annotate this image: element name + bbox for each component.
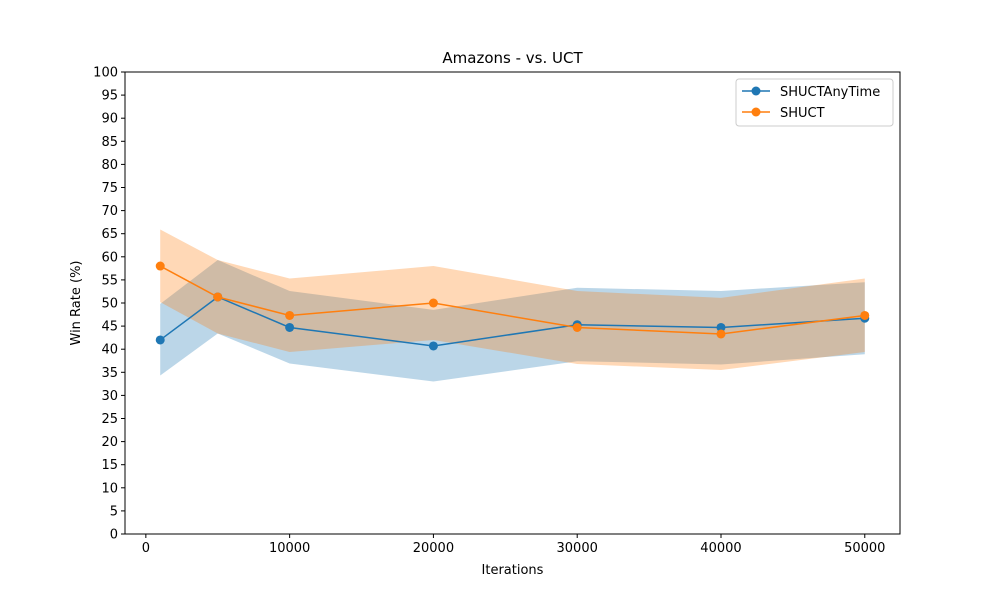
x-axis-label: Iterations: [482, 563, 544, 578]
y-tick-label-7: 35: [101, 366, 118, 381]
y-tick-label-13: 65: [101, 227, 118, 242]
point-series-1-0: [155, 261, 165, 271]
chart-title: Amazons - vs. UCT: [442, 49, 583, 67]
point-series-1-4: [572, 322, 582, 332]
y-tick-label-8: 40: [101, 343, 118, 358]
y-tick-label-19: 95: [101, 89, 118, 104]
x-tick-label-3: 30000: [557, 541, 598, 556]
x-tick-label-2: 20000: [413, 541, 454, 556]
legend-label-1: SHUCT: [780, 106, 825, 121]
series-points: [155, 261, 870, 351]
y-tick-label-3: 15: [101, 458, 118, 473]
y-axis-ticks: 0 5 10 15 20 25 30 35 40 45 50 55 60 65 70 75 80 85 90 95 10…: [93, 66, 125, 543]
y-tick-label-0: 0: [110, 528, 118, 543]
legend-box: [735, 78, 894, 127]
y-tick-label-15: 75: [101, 181, 118, 196]
x-tick-label-1: 10000: [269, 541, 310, 556]
point-series-1-2: [285, 310, 295, 320]
x-tick-label-0: 0: [142, 541, 150, 556]
x-axis-ticks: 0 10000 20000 30000 40000 50000: [142, 534, 885, 556]
band-series-1: [160, 229, 865, 370]
legend-entries: SHUCTAnyTime SHUCT: [742, 85, 880, 121]
y-tick-label-4: 20: [101, 435, 118, 450]
point-series-1-3: [428, 298, 438, 308]
legend-label-0: SHUCTAnyTime: [780, 85, 880, 100]
y-axis-label: Win Rate (%): [69, 261, 84, 346]
confidence-bands: [160, 229, 865, 382]
y-tick-label-9: 45: [101, 320, 118, 335]
y-tick-label-11: 55: [101, 273, 118, 288]
x-tick-label-4: 40000: [700, 541, 741, 556]
y-tick-label-10: 50: [101, 297, 118, 312]
point-series-0-3: [428, 341, 438, 351]
y-tick-label-18: 90: [101, 112, 118, 127]
legend-marker-0: [751, 86, 761, 96]
x-tick-label-5: 50000: [844, 541, 885, 556]
point-series-0-2: [285, 322, 295, 332]
legend-marker-1: [751, 107, 761, 117]
point-series-1-5: [716, 329, 726, 339]
y-tick-label-14: 70: [101, 204, 118, 219]
y-tick-label-20: 100: [93, 66, 118, 81]
y-tick-label-17: 85: [101, 135, 118, 150]
y-tick-label-16: 80: [101, 158, 118, 173]
legend: SHUCTAnyTime SHUCT: [735, 78, 894, 127]
point-series-0-0: [155, 335, 165, 345]
y-tick-label-6: 30: [101, 389, 118, 404]
y-tick-label-1: 5: [110, 504, 118, 519]
point-series-1-1: [213, 292, 223, 302]
band-series-0: [160, 260, 865, 382]
point-series-1-6: [860, 310, 870, 320]
point-series-0-5: [716, 322, 726, 332]
y-tick-label-2: 10: [101, 481, 118, 496]
y-tick-label-12: 60: [101, 250, 118, 265]
y-tick-label-5: 25: [101, 412, 118, 427]
